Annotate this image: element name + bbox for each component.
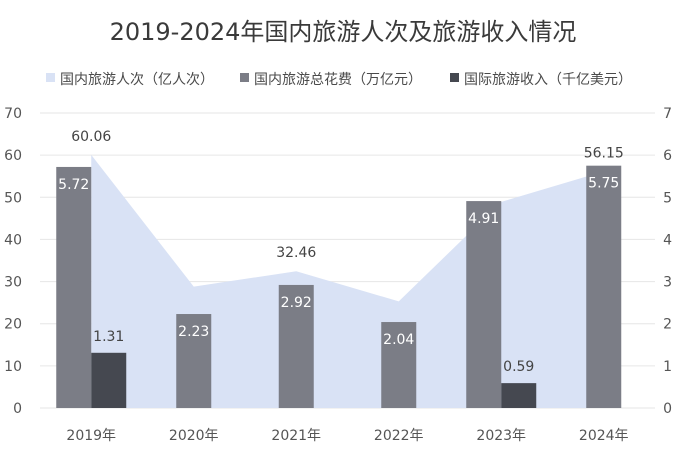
bar-domestic-spending [466,201,502,408]
data-label-visitors: 32.46 [276,245,316,261]
data-label-intl-revenue: 0.59 [503,359,534,375]
y-right-tick-label: 7 [663,106,672,122]
legend-label-domestic-spending: 国内旅游总花费（万亿元） [254,72,422,88]
data-labels: 5.72 1.31 2.23 2.92 2.04 4.91 0.59 5.75 60.06 32.… [58,129,624,375]
legend-label-intl-revenue: 国际旅游收入（千亿美元） [464,72,632,88]
data-label-domestic-spending: 5.75 [588,176,619,192]
data-label-domestic-spending: 2.04 [383,332,414,348]
x-tick-label: 2019年 [66,428,116,444]
y-left-tick-label: 30 [4,275,22,291]
data-label-visitors: 56.15 [584,145,624,161]
data-label-domestic-spending: 4.91 [468,211,499,227]
y-right-tick-label: 0 [663,401,672,417]
bar-domestic-spending [176,314,212,408]
y-right-tick-label: 6 [663,148,672,164]
y-left-tick-label: 50 [4,190,22,206]
data-label-domestic-spending: 5.72 [58,177,89,193]
bar-domestic-spending [381,322,417,408]
y-right-tick-label: 3 [663,275,672,291]
y-left-tick-label: 40 [4,232,22,248]
bar-domestic-spending [56,166,92,408]
y-left-tick-label: 10 [4,359,22,375]
chart-title: 2019-2024年国内旅游人次及旅游收入情况 [110,18,577,46]
data-label-domestic-spending: 2.23 [178,324,209,340]
axes: 0 10 20 30 40 50 60 70 0 1 2 3 4 5 6 7 2019年 2020年 2021年 20… [4,106,672,444]
legend-swatch-domestic-spending [240,73,249,82]
y-left-tick-label: 60 [4,148,22,164]
bar-intl-revenue [501,383,537,408]
x-tick-label: 2023年 [476,428,526,444]
legend: 国内旅游人次（亿人次） 国内旅游总花费（万亿元） 国际旅游收入（千亿美元） [46,72,632,88]
y-right-tick-label: 4 [663,232,672,248]
y-left-tick-label: 20 [4,317,22,333]
y-right-tick-label: 2 [663,317,672,333]
bar-series [56,165,622,408]
x-tick-label: 2020年 [169,428,219,444]
legend-swatch-visitors [46,73,55,82]
legend-label-visitors: 国内旅游人次（亿人次） [60,72,214,88]
x-tick-label: 2024年 [579,428,629,444]
bar-domestic-spending [278,284,314,408]
data-label-visitors: 60.06 [71,129,111,145]
y-left-tick-label: 70 [4,106,22,122]
y-right-tick-label: 5 [663,190,672,206]
x-tick-label: 2022年 [374,428,424,444]
legend-swatch-intl-revenue [450,73,459,82]
data-label-intl-revenue: 1.31 [93,329,124,345]
data-label-domestic-spending: 2.92 [281,295,312,311]
bar-domestic-spending [586,165,622,408]
y-right-tick-label: 1 [663,359,672,375]
bar-intl-revenue [91,352,127,408]
y-left-tick-label: 0 [13,401,22,417]
x-tick-label: 2021年 [271,428,321,444]
